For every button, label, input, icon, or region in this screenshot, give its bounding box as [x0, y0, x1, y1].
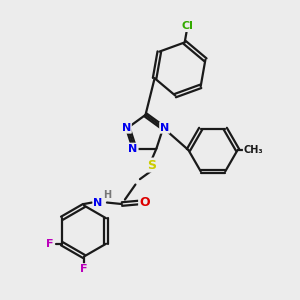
Text: H: H — [103, 190, 111, 200]
Text: F: F — [80, 264, 88, 274]
Text: F: F — [46, 239, 53, 249]
Text: N: N — [122, 123, 131, 133]
Text: S: S — [147, 158, 156, 172]
Text: N: N — [93, 197, 103, 208]
Text: O: O — [139, 196, 150, 209]
Text: N: N — [128, 143, 138, 154]
Text: N: N — [160, 123, 169, 133]
Text: CH₃: CH₃ — [244, 145, 263, 155]
Text: Cl: Cl — [182, 21, 193, 31]
